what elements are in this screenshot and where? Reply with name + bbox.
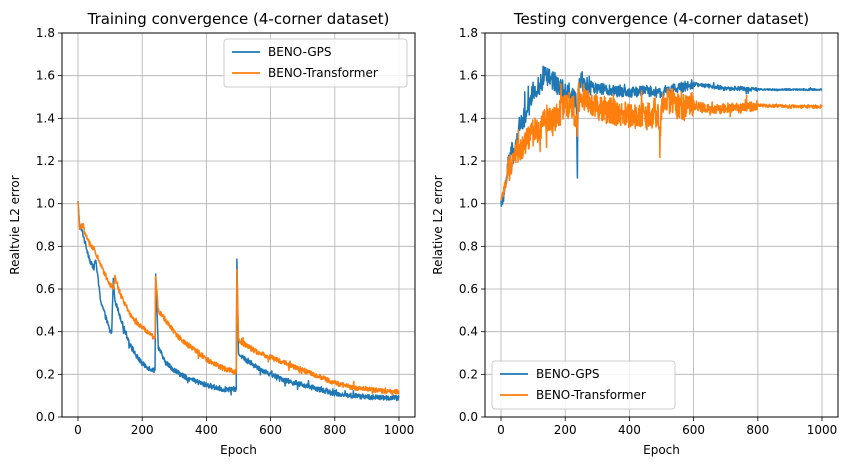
training-x-tick-label: 0	[74, 423, 82, 437]
testing-x-tick-label: 1000	[807, 423, 838, 437]
training-series-line-beno-transformer	[77, 201, 400, 397]
training-x-tick-label: 400	[195, 423, 218, 437]
training-legend-label: BENO-GPS	[268, 45, 332, 59]
training-legend-label: BENO-Transformer	[268, 66, 378, 80]
testing-lines	[500, 65, 823, 207]
training-y-tick-label: 0.6	[36, 282, 55, 296]
testing-chart: 0 200 400 600 800 1000 0.0 0.2 0.4 0.6 0.8 1.0 1.2 1.…	[431, 10, 839, 457]
testing-legend-box	[491, 360, 676, 410]
training-x-axis-label: Epoch	[220, 443, 257, 457]
training-series-line-beno-gps	[77, 201, 400, 402]
testing-ticks: 0 200 400 600 800 1000 0.0 0.2 0.4 0.6 0.8 1.0 1.2 1.…	[459, 26, 837, 437]
testing-y-tick-label: 1.8	[459, 26, 478, 40]
training-legend: BENO-GPS BENO-Transformer	[223, 38, 408, 88]
testing-plot-frame	[484, 32, 839, 418]
training-ticks: 0 200 400 600 800 1000 0.0 0.2 0.4 0.6 0.8 1.0 1.2 1.…	[36, 26, 414, 437]
training-chart-title: Training convergence (4-corner dataset)	[87, 10, 390, 28]
testing-y-tick-label: 1.2	[459, 154, 478, 168]
training-x-tick-label: 200	[131, 423, 154, 437]
testing-y-tick-label: 1.0	[459, 197, 478, 211]
testing-x-axis-label: Epoch	[643, 443, 680, 457]
testing-x-tick-label: 800	[746, 423, 769, 437]
testing-x-tick-label: 200	[554, 423, 577, 437]
training-y-tick-label: 1.2	[36, 154, 55, 168]
training-y-tick-label: 0.8	[36, 239, 55, 253]
testing-y-tick-label: 0.4	[459, 325, 478, 339]
testing-series-line-beno-gps	[500, 65, 823, 207]
testing-y-tick-label: 1.6	[459, 69, 478, 83]
testing-y-axis-label: Relative L2 error	[431, 175, 445, 274]
testing-series-line-beno-transformer	[500, 82, 823, 201]
testing-chart-title: Testing convergence (4-corner dataset)	[513, 10, 809, 28]
testing-x-tick-label: 0	[497, 423, 505, 437]
testing-y-tick-label: 1.4	[459, 111, 478, 125]
training-x-tick-label: 1000	[384, 423, 415, 437]
testing-y-tick-label: 0.8	[459, 239, 478, 253]
training-x-tick-label: 600	[259, 423, 282, 437]
testing-legend-label: BENO-Transformer	[536, 388, 646, 402]
testing-y-tick-label: 0.6	[459, 282, 478, 296]
testing-y-tick-label: 0.2	[459, 367, 478, 381]
training-y-tick-label: 0.4	[36, 325, 55, 339]
testing-x-tick-label: 600	[682, 423, 705, 437]
training-plot-frame	[61, 32, 416, 418]
training-chart: 0 200 400 600 800 1000 0.0 0.2 0.4 0.6 0.8 1.0 1.2 1.…	[8, 10, 416, 457]
training-x-tick-label: 800	[323, 423, 346, 437]
training-y-tick-label: 1.0	[36, 197, 55, 211]
training-y-tick-label: 0.2	[36, 367, 55, 381]
testing-x-tick-label: 400	[618, 423, 641, 437]
testing-legend: BENO-GPS BENO-Transformer	[491, 360, 676, 410]
training-y-axis-label: Realtvie L2 error	[8, 175, 22, 274]
testing-legend-label: BENO-GPS	[536, 367, 600, 381]
training-y-tick-label: 1.6	[36, 69, 55, 83]
training-y-tick-label: 0.0	[36, 410, 55, 424]
training-y-tick-label: 1.4	[36, 111, 55, 125]
testing-y-tick-label: 0.0	[459, 410, 478, 424]
training-lines	[77, 201, 400, 402]
training-legend-box	[223, 38, 408, 88]
training-grid	[62, 32, 415, 418]
training-y-tick-label: 1.8	[36, 26, 55, 40]
